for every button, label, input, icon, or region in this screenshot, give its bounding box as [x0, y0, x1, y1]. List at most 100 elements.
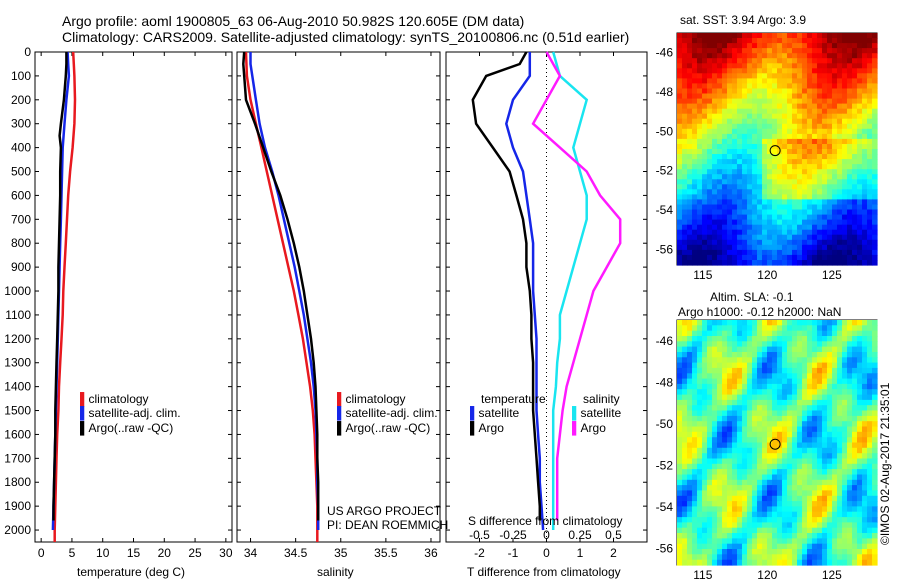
map-cell: [712, 133, 718, 140]
map-cell: [732, 154, 738, 160]
map-cell: [862, 83, 868, 89]
map-cell: [732, 549, 738, 555]
map-cell: [757, 367, 763, 374]
map-cell: [777, 184, 783, 190]
map-cell: [747, 73, 753, 79]
map-cell: [827, 204, 833, 211]
map-cell: [857, 378, 863, 385]
map-cell: [797, 447, 803, 454]
map-cell: [777, 128, 783, 135]
map-cell: [712, 189, 718, 195]
map-cell: [862, 394, 868, 401]
map-cell: [767, 538, 773, 545]
map-cell: [697, 362, 703, 369]
map-cell: [847, 325, 853, 332]
map-cell: [837, 133, 843, 140]
map-cell: [692, 53, 698, 59]
map-cell: [862, 341, 868, 348]
map-cell: [697, 399, 703, 406]
map-cell: [862, 174, 868, 180]
map-cell: [827, 426, 833, 433]
map-cell: [807, 421, 813, 428]
map-cell: [832, 93, 838, 100]
map-cell: [857, 463, 863, 470]
map-cell: [742, 123, 748, 130]
map-cell: [802, 88, 808, 95]
map-cell: [872, 399, 878, 406]
map-cell: [822, 426, 828, 433]
map-cell: [722, 474, 728, 481]
map-cell: [857, 320, 863, 326]
map-cell: [852, 144, 858, 150]
map-cell: [752, 194, 758, 200]
map-cell: [872, 330, 878, 337]
map-cell: [762, 437, 768, 444]
map-cell: [687, 83, 693, 89]
map-cell: [737, 538, 743, 545]
map-cell: [872, 113, 878, 120]
map-cell: [817, 98, 823, 105]
map-cell: [702, 108, 708, 115]
map-cell: [807, 517, 813, 523]
map-cell: [772, 93, 778, 100]
map-cell: [762, 336, 768, 342]
map-cell: [847, 485, 853, 491]
map-cell: [757, 554, 763, 561]
map-cell: [717, 144, 723, 150]
map-cell: [712, 73, 718, 79]
map-cell: [862, 469, 868, 475]
map-cell: [692, 88, 698, 95]
map-cell: [792, 209, 798, 216]
map-cell: [867, 559, 873, 566]
map-cell: [712, 453, 718, 460]
map-cell: [777, 479, 783, 486]
map-cell: [727, 490, 733, 497]
map-cell: [792, 495, 798, 502]
map-cell: [702, 184, 708, 190]
map-cell: [802, 93, 808, 100]
map-cell: [837, 330, 843, 337]
map-cell: [687, 260, 693, 266]
map-cell: [802, 405, 808, 412]
map-cell: [862, 63, 868, 69]
map-cell: [682, 138, 688, 145]
map-cell: [797, 373, 803, 380]
map-cell: [767, 83, 773, 89]
map-cell: [677, 352, 683, 358]
map-cell: [767, 522, 773, 529]
map-cell: [802, 58, 808, 64]
map-cell: [832, 138, 838, 145]
map-cell: [752, 394, 758, 401]
map-cell: [762, 341, 768, 348]
map-cell: [717, 113, 723, 120]
map-cell: [847, 214, 853, 221]
map-cell: [717, 214, 723, 221]
map-cell: [737, 501, 743, 507]
map-cell: [842, 479, 848, 486]
map-cell: [792, 447, 798, 454]
map-cell: [872, 194, 878, 200]
map-cell: [847, 239, 853, 246]
map-cell: [787, 437, 793, 444]
map-cell: [747, 559, 753, 566]
map-cell: [697, 442, 703, 449]
map-cell: [862, 113, 868, 120]
map-cell: [722, 405, 728, 412]
map-cell: [797, 341, 803, 348]
map-cell: [757, 378, 763, 385]
map-cell: [802, 239, 808, 246]
map-cell: [792, 325, 798, 332]
map-cell: [712, 506, 718, 513]
depth-tick-label: 500: [11, 165, 31, 179]
map-cell: [712, 118, 718, 125]
map-cell: [777, 118, 783, 125]
map-cell: [767, 320, 773, 326]
map-cell: [797, 174, 803, 180]
map-cell: [677, 389, 683, 396]
map-cell: [787, 260, 793, 266]
map-cell: [747, 533, 753, 539]
map-cell: [702, 159, 708, 165]
map-cell: [727, 410, 733, 417]
map-cell: [762, 174, 768, 180]
map-cell: [872, 174, 878, 180]
